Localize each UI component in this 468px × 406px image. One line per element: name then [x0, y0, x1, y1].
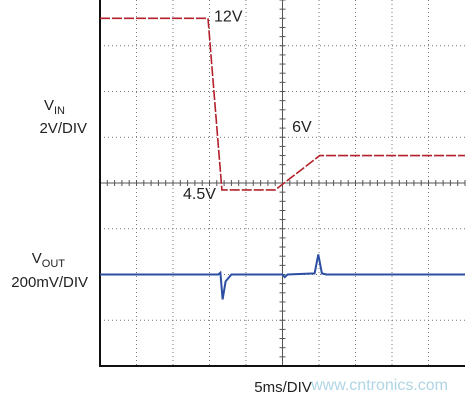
frame	[99, 0, 465, 367]
vout-label: VOUT	[32, 250, 66, 270]
vin-main: V	[44, 97, 54, 114]
vin-scale: 2V/DIV	[39, 120, 87, 137]
watermark: www.cntronics.com	[310, 377, 448, 394]
trace	[100, 254, 465, 300]
annotation: 12V	[214, 9, 243, 26]
x-label: 5ms/DIV	[254, 379, 312, 396]
trace	[100, 17, 465, 191]
vout-main: V	[32, 250, 42, 267]
vin-sub: IN	[54, 105, 65, 117]
annotation: 4.5V	[183, 186, 216, 203]
vin-label: VIN	[44, 97, 65, 117]
vout-sub: OUT	[42, 258, 66, 270]
vout-scale: 200mV/DIV	[11, 274, 88, 291]
annotation: 6V	[292, 119, 312, 136]
